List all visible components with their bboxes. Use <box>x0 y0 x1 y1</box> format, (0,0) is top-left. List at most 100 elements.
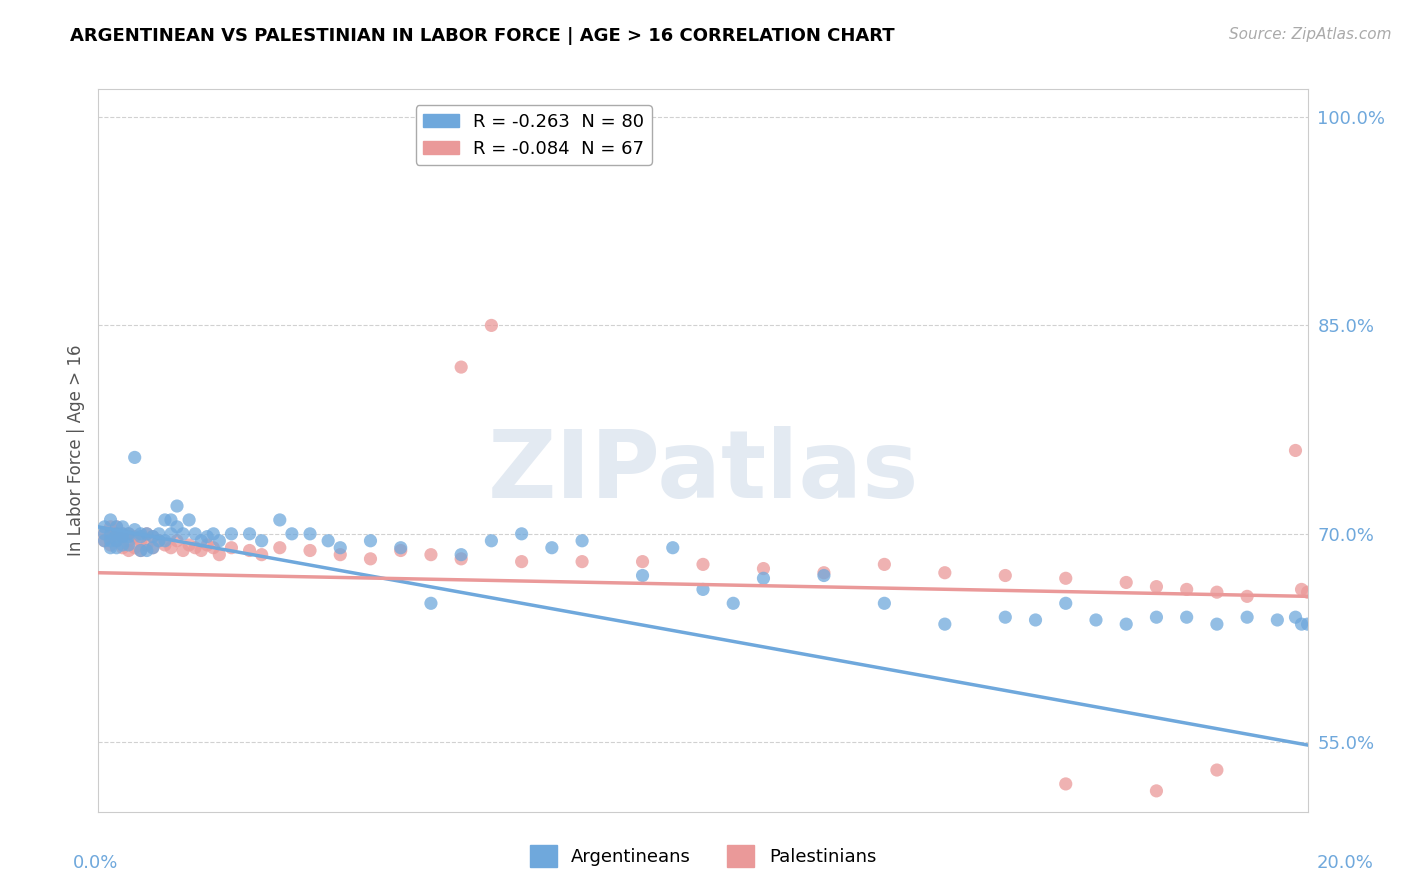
Point <box>166 520 188 534</box>
Point <box>221 541 243 555</box>
Point <box>124 530 146 544</box>
Legend: Argentineans, Palestinians: Argentineans, Palestinians <box>523 838 883 874</box>
Point <box>1054 571 1077 585</box>
Point <box>329 548 352 562</box>
Point <box>269 513 291 527</box>
Point <box>1144 784 1167 798</box>
Point <box>994 610 1017 624</box>
Point <box>994 568 1017 582</box>
Point <box>111 526 134 541</box>
Point <box>510 526 533 541</box>
Text: 20.0%: 20.0% <box>1317 855 1374 872</box>
Point <box>221 526 243 541</box>
Point <box>1054 596 1077 610</box>
Point <box>111 530 134 544</box>
Point <box>118 543 141 558</box>
Point <box>1175 610 1198 624</box>
Point <box>118 530 141 544</box>
Point <box>195 530 218 544</box>
Point <box>202 541 225 555</box>
Point <box>166 499 188 513</box>
Point <box>111 520 134 534</box>
Point <box>1144 610 1167 624</box>
Point <box>1236 590 1258 604</box>
Point <box>135 538 157 552</box>
Point <box>281 526 304 541</box>
Point <box>153 533 176 548</box>
Point <box>179 538 201 552</box>
Point <box>1291 582 1313 597</box>
Point <box>316 533 339 548</box>
Text: ARGENTINEAN VS PALESTINIAN IN LABOR FORCE | AGE > 16 CORRELATION CHART: ARGENTINEAN VS PALESTINIAN IN LABOR FORC… <box>70 27 896 45</box>
Point <box>135 526 157 541</box>
Point <box>129 530 152 544</box>
Point <box>239 526 262 541</box>
Point <box>111 530 134 544</box>
Point <box>184 526 207 541</box>
Point <box>118 533 141 548</box>
Point <box>184 541 207 555</box>
Point <box>631 568 654 582</box>
Point <box>195 538 218 552</box>
Point <box>148 533 170 548</box>
Point <box>111 538 134 552</box>
Point <box>100 513 122 527</box>
Point <box>129 543 152 558</box>
Point <box>450 551 472 566</box>
Point <box>148 533 170 548</box>
Point <box>105 533 128 548</box>
Point <box>129 533 152 548</box>
Point <box>142 530 165 544</box>
Point <box>571 555 593 569</box>
Point <box>190 543 212 558</box>
Point <box>450 360 472 375</box>
Point <box>420 548 443 562</box>
Point <box>202 526 225 541</box>
Point <box>93 533 115 548</box>
Point <box>269 541 291 555</box>
Text: 0.0%: 0.0% <box>73 855 118 872</box>
Point <box>105 526 128 541</box>
Point <box>1284 610 1306 624</box>
Point <box>93 520 115 534</box>
Point <box>299 526 322 541</box>
Point <box>250 533 273 548</box>
Point <box>360 533 382 548</box>
Point <box>1284 443 1306 458</box>
Point <box>160 541 183 555</box>
Y-axis label: In Labor Force | Age > 16: In Labor Force | Age > 16 <box>66 344 84 557</box>
Point <box>1175 582 1198 597</box>
Point <box>329 541 352 555</box>
Point <box>124 450 146 465</box>
Point <box>1054 777 1077 791</box>
Point <box>135 543 157 558</box>
Point <box>1206 617 1229 632</box>
Point <box>631 555 654 569</box>
Point <box>148 526 170 541</box>
Point <box>111 541 134 555</box>
Point <box>873 558 896 572</box>
Point <box>153 538 176 552</box>
Point <box>100 520 122 534</box>
Point <box>723 596 745 610</box>
Point <box>142 530 165 544</box>
Point <box>100 541 122 555</box>
Point <box>153 513 176 527</box>
Point <box>105 533 128 548</box>
Point <box>934 617 956 632</box>
Point <box>129 543 152 558</box>
Point <box>1115 617 1137 632</box>
Point <box>752 561 775 575</box>
Point <box>105 530 128 544</box>
Point <box>100 538 122 552</box>
Point <box>1115 575 1137 590</box>
Point <box>752 571 775 585</box>
Point <box>166 533 188 548</box>
Point <box>1296 585 1319 599</box>
Point <box>129 526 152 541</box>
Point <box>1267 844 1289 858</box>
Point <box>692 582 714 597</box>
Point <box>93 526 115 541</box>
Point <box>111 526 134 541</box>
Point <box>93 526 115 541</box>
